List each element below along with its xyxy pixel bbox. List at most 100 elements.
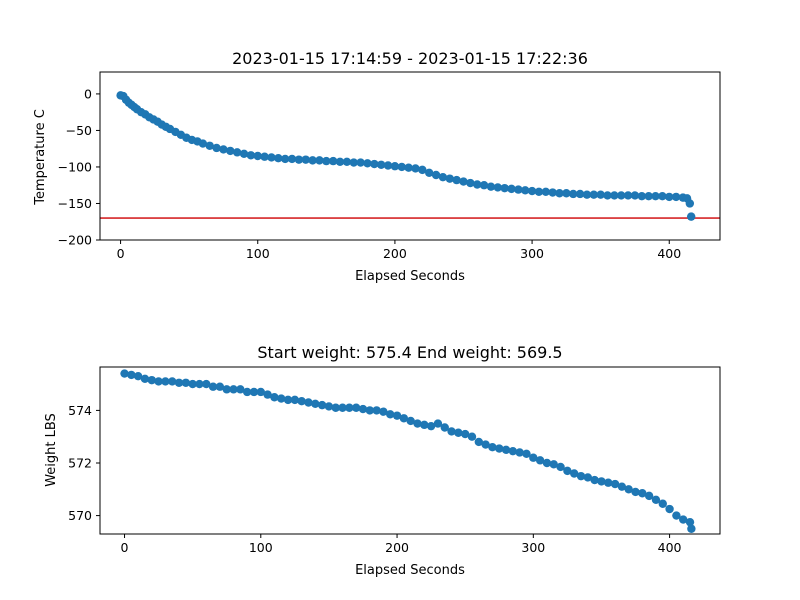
temperature-data-point (431, 170, 441, 180)
temperature-data-point (212, 143, 221, 153)
weight-x-tick-label: 100 (249, 540, 273, 555)
weight-data-point (413, 419, 422, 428)
temperature-data-point (665, 192, 674, 202)
weight-data-point (365, 406, 374, 415)
temperature-data-point (322, 156, 331, 166)
weight-data-point (270, 393, 279, 402)
temperature-data-point (589, 190, 599, 199)
weight-data-point (481, 440, 490, 449)
temperature-data-point (411, 164, 420, 173)
temperature-x-tick-label: 400 (657, 246, 681, 261)
weight-data-point (522, 449, 531, 458)
weight-data-point (242, 387, 252, 397)
temperature-y-axis-label: Temperature C (33, 109, 48, 206)
weight-axes-frame (99, 366, 721, 535)
weight-data-point (433, 419, 443, 428)
temperature-data-point (507, 184, 516, 194)
temperature-data-point (486, 182, 496, 191)
temperature-data-point (370, 159, 379, 169)
weight-x-axis-label: Elapsed Seconds (355, 563, 465, 578)
weight-data-point (304, 398, 313, 407)
weight-data-point (501, 445, 511, 455)
weight-plot-title: Start weight: 575.4 End weight: 569.5 (257, 343, 562, 362)
weight-data-point (181, 378, 191, 387)
temperature-y-tick-label: −100 (58, 159, 92, 174)
weight-data-point (188, 379, 197, 389)
temperature-data-point (555, 189, 564, 198)
weight-data-point (399, 414, 409, 423)
weight-data-point (610, 479, 620, 489)
weight-data-point (249, 387, 259, 397)
temperature-data-point (287, 154, 297, 164)
temperature-data-point (356, 158, 365, 167)
weight-data-point (195, 379, 204, 389)
temperature-data-point (527, 186, 537, 196)
temperature-data-point (308, 156, 317, 165)
weight-y-tick-label: 570 (68, 508, 92, 523)
weight-data-point (256, 387, 265, 397)
weight-data-point (563, 466, 572, 476)
weight-x-tick-label: 400 (658, 540, 682, 555)
temperature-data-point (521, 186, 530, 195)
weight-data-point (570, 469, 579, 478)
weight-data-point (651, 495, 661, 505)
weight-data-point (488, 443, 497, 452)
temperature-data-point (644, 191, 653, 201)
weight-data-point (161, 377, 170, 386)
weight-data-point (331, 403, 340, 412)
temperature-data-point (582, 190, 592, 199)
weight-data-point (665, 504, 674, 514)
weight-data-point (576, 471, 586, 481)
weight-data-point (590, 475, 599, 485)
temperature-data-point (623, 191, 633, 200)
weight-y-tick-label: 574 (68, 403, 92, 418)
temperature-data-point (671, 192, 681, 202)
weight-data-point (120, 369, 129, 378)
temperature-data-point (562, 189, 571, 198)
temperature-data-point (301, 155, 310, 164)
temperature-data-point (253, 151, 262, 161)
temperature-data-point (219, 145, 228, 154)
weight-x-tick-label: 200 (385, 540, 409, 555)
temperature-data-point (438, 172, 448, 182)
weight-data-point (392, 411, 402, 420)
temperature-data-point (418, 165, 427, 175)
weight-data-point (556, 462, 565, 472)
temperature-data-point (294, 155, 304, 164)
weight-data-point (617, 482, 627, 491)
temperature-data-point (445, 174, 454, 183)
temperature-y-tick-label: 0 (84, 86, 92, 101)
weight-data-point (549, 460, 558, 469)
temperature-data-point (280, 154, 290, 164)
weight-data-point (154, 377, 163, 386)
weight-data-point (474, 437, 484, 447)
temperature-data-point (651, 191, 660, 201)
temperature-data-point (383, 161, 393, 170)
weight-data-point (351, 403, 361, 412)
temperature-data-point (226, 146, 235, 156)
weight-markers (120, 369, 696, 533)
weight-data-point (236, 385, 245, 394)
temperature-data-point (548, 188, 557, 197)
weight-data-point (140, 374, 150, 384)
weight-data-point (208, 382, 218, 391)
temperature-data-point (425, 168, 434, 177)
weight-data-point (542, 458, 552, 468)
weight-data-point (454, 428, 463, 437)
temperature-data-point (534, 187, 544, 196)
weight-data-point (290, 395, 300, 405)
temperature-data-point (569, 189, 578, 199)
temperature-data-point (658, 191, 667, 201)
temperature-x-tick-label: 200 (383, 246, 407, 261)
temperature-data-point (260, 152, 269, 161)
weight-data-point (406, 416, 415, 426)
temperature-data-point (404, 163, 413, 172)
temperature-data-point (466, 178, 475, 188)
weight-plot: Start weight: 575.4 End weight: 569.5 El… (44, 343, 721, 578)
temperature-data-point (349, 158, 358, 167)
temperature-data-point (390, 162, 400, 171)
weight-data-point (263, 390, 272, 399)
temperature-data-point (452, 175, 461, 185)
weight-data-point (174, 378, 184, 387)
